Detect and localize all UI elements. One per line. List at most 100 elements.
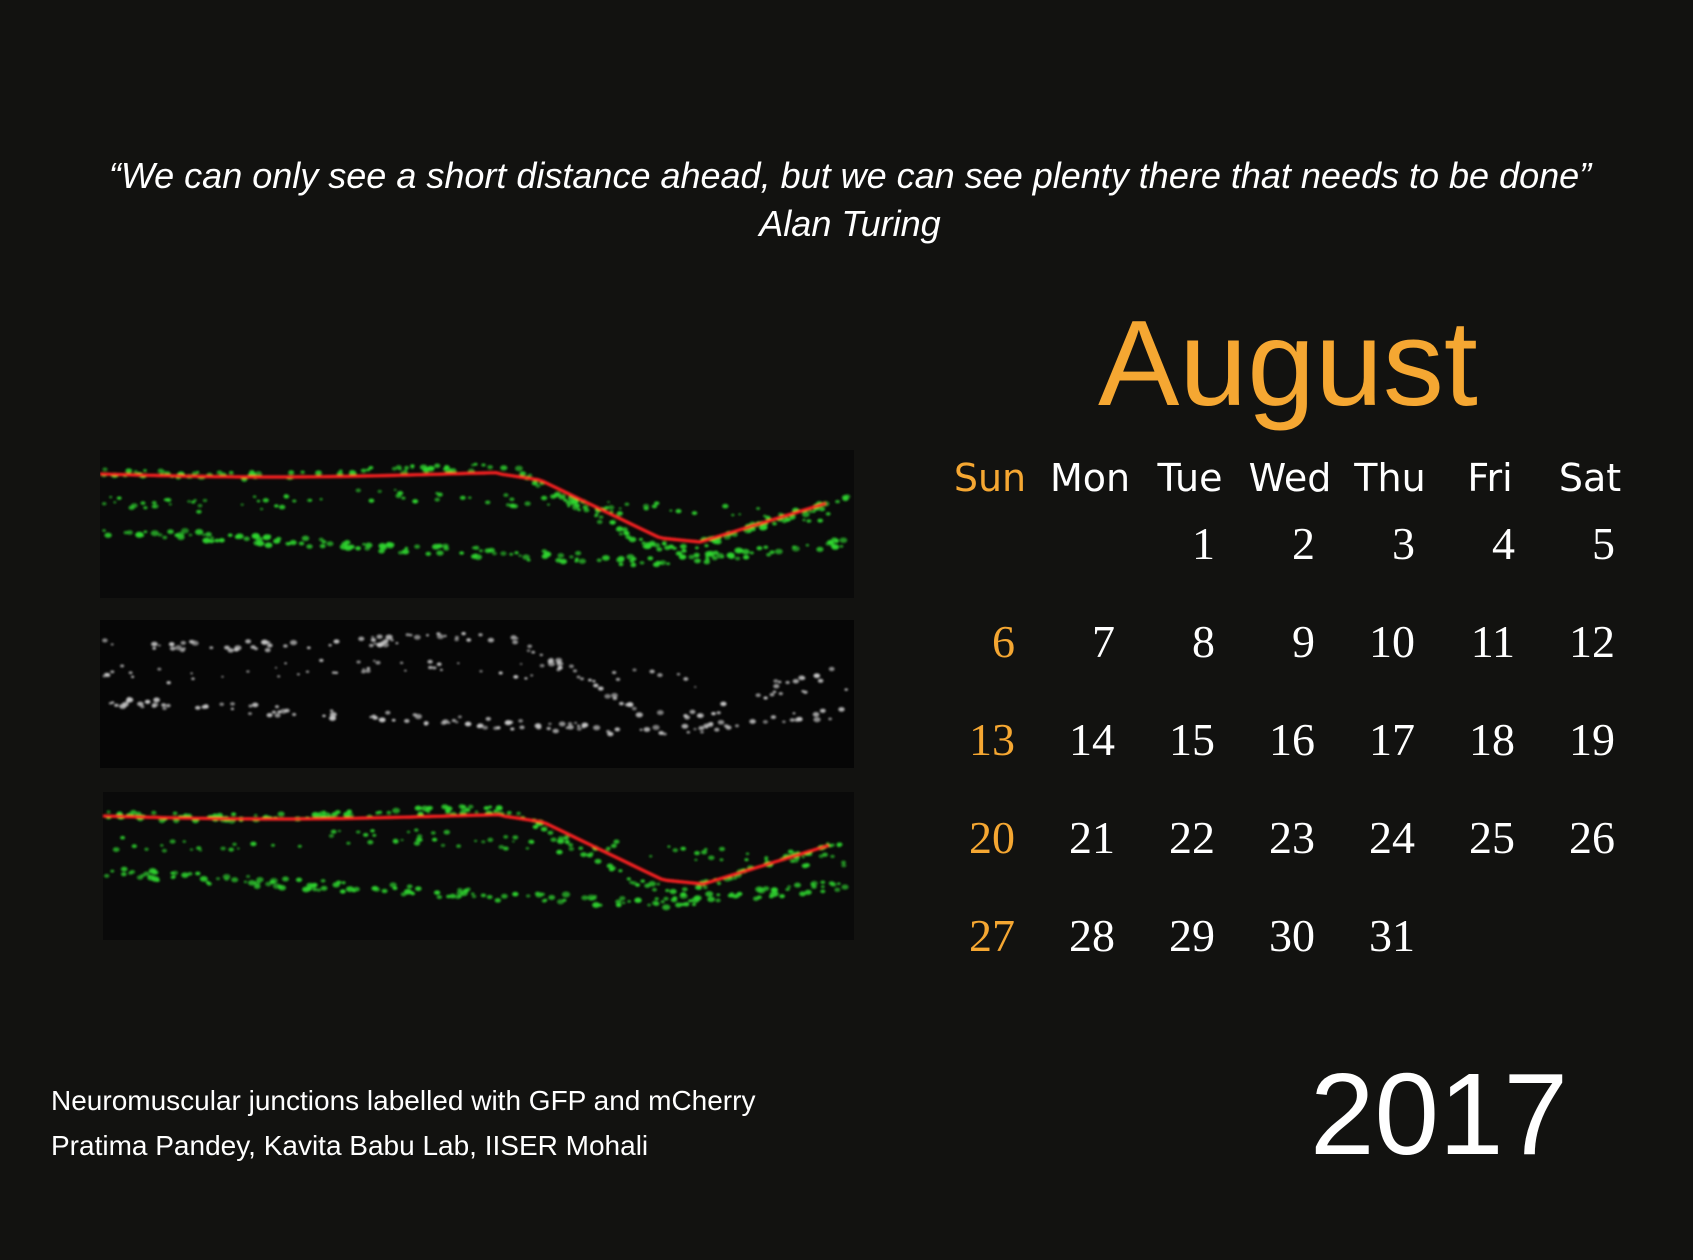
gfp-puncta <box>341 881 346 885</box>
gfp-puncta <box>220 846 226 851</box>
gfp-puncta <box>835 499 840 504</box>
gray-puncta <box>531 650 536 654</box>
gfp-puncta <box>557 836 565 841</box>
gfp-puncta <box>670 897 678 903</box>
gfp-puncta <box>500 551 507 556</box>
gfp-puncta <box>555 557 562 563</box>
gfp-puncta <box>524 501 531 506</box>
gfp-puncta <box>753 896 759 901</box>
gray-puncta <box>280 708 287 714</box>
gfp-puncta <box>306 882 314 888</box>
gfp-puncta <box>623 531 630 536</box>
gfp-puncta <box>255 536 263 542</box>
gray-puncta <box>576 727 582 731</box>
gfp-puncta <box>556 899 565 905</box>
gfp-puncta <box>170 871 175 875</box>
gfp-puncta <box>626 535 632 540</box>
gfp-puncta <box>541 549 547 554</box>
gfp-puncta <box>151 501 157 505</box>
gray-puncta <box>375 660 381 665</box>
gray-puncta <box>592 680 596 683</box>
gfp-puncta <box>228 847 234 852</box>
gfp-puncta <box>653 901 660 907</box>
gfp-puncta <box>694 553 700 558</box>
gfp-puncta <box>711 556 718 561</box>
gfp-puncta <box>406 830 411 834</box>
gray-puncta <box>369 715 373 719</box>
gfp-puncta <box>770 887 778 893</box>
gray-puncta <box>614 727 621 732</box>
gfp-puncta <box>607 505 615 510</box>
gray-puncta <box>274 666 278 669</box>
gfp-puncta <box>408 890 414 895</box>
gfp-puncta <box>282 876 289 882</box>
gfp-puncta <box>125 468 133 474</box>
gfp-puncta <box>335 810 341 815</box>
gfp-puncta <box>656 882 661 886</box>
gray-puncta <box>755 693 761 698</box>
gfp-puncta <box>841 863 847 868</box>
gray-puncta <box>482 725 488 730</box>
gray-puncta <box>624 703 630 707</box>
gray-puncta <box>140 705 145 709</box>
gfp-puncta <box>441 804 449 810</box>
gfp-puncta <box>202 537 211 544</box>
gray-puncta <box>409 633 413 637</box>
gfp-puncta <box>139 533 145 538</box>
gray-puncta <box>619 701 624 706</box>
gfp-puncta <box>818 854 824 858</box>
gray-puncta <box>611 670 617 675</box>
gfp-puncta <box>306 544 313 549</box>
gray-puncta <box>436 634 444 640</box>
gfp-puncta <box>527 473 533 477</box>
gray-puncta <box>122 701 129 707</box>
gray-puncta <box>395 642 399 645</box>
gfp-puncta <box>169 839 176 844</box>
gfp-puncta <box>243 536 250 542</box>
gray-puncta <box>458 715 462 719</box>
gfp-puncta <box>227 533 233 537</box>
gfp-puncta <box>668 544 675 549</box>
gfp-puncta <box>568 846 575 851</box>
gray-puncta <box>230 702 235 706</box>
quote-author: Alan Turing <box>759 203 941 244</box>
gfp-puncta <box>615 899 622 905</box>
gfp-puncta <box>661 542 667 546</box>
gfp-puncta <box>443 546 450 551</box>
calendar-day: 24 <box>1369 812 1415 863</box>
gfp-puncta <box>494 898 501 903</box>
gfp-puncta <box>630 563 637 568</box>
gfp-puncta <box>173 818 180 823</box>
gfp-puncta <box>412 499 419 504</box>
gfp-puncta <box>422 467 430 473</box>
gfp-puncta <box>481 463 486 467</box>
calendar-day: 1 <box>1192 518 1215 569</box>
gfp-puncta <box>355 488 361 493</box>
calendar-day: 13 <box>969 714 1015 765</box>
gfp-puncta <box>731 532 738 537</box>
gray-puncta <box>447 721 451 724</box>
gfp-puncta <box>596 558 602 563</box>
gfp-puncta <box>525 894 531 898</box>
gfp-puncta <box>624 502 630 506</box>
gfp-puncta <box>321 539 327 544</box>
gray-puncta <box>720 701 727 707</box>
calendar-day: 22 <box>1169 812 1215 863</box>
calendar-day: 16 <box>1269 714 1315 765</box>
gray-puncta <box>652 724 660 730</box>
gfp-puncta <box>683 902 690 907</box>
gfp-puncta <box>443 829 451 835</box>
gray-puncta <box>152 647 157 650</box>
gfp-puncta <box>841 884 849 890</box>
gfp-puncta <box>511 840 515 843</box>
gfp-puncta <box>660 900 665 904</box>
gfp-puncta <box>133 470 138 474</box>
gfp-puncta <box>128 505 135 510</box>
gfp-puncta <box>343 811 351 818</box>
gfp-puncta <box>820 880 826 885</box>
gray-puncta <box>662 732 667 736</box>
calendar-day: 27 <box>969 910 1015 961</box>
gray-puncta <box>592 725 601 731</box>
gfp-puncta <box>681 887 688 892</box>
gfp-puncta <box>246 874 251 878</box>
